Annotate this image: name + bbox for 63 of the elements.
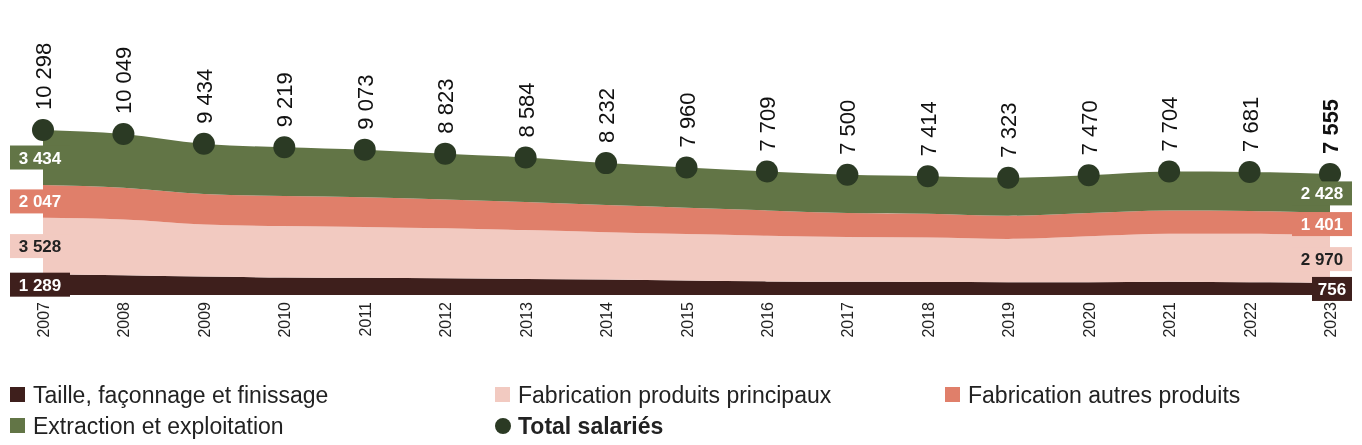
- data-label: 9 219: [272, 72, 298, 128]
- data-label: 8 823: [433, 78, 459, 134]
- data-label: 7 323: [996, 102, 1022, 158]
- x-tick-label: 2010: [276, 301, 294, 338]
- legend-label: Fabrication autres produits: [968, 382, 1241, 408]
- data-label: 2 047: [18, 192, 62, 212]
- data-label: 756: [1317, 279, 1347, 299]
- x-tick-label: 2007: [35, 301, 52, 338]
- point: [675, 156, 698, 179]
- x-tick-label: 2020: [1080, 301, 1098, 338]
- x-tick-label: 2018: [919, 301, 937, 338]
- point: [1238, 160, 1261, 183]
- data-label: 7 960: [674, 92, 700, 148]
- point: [192, 132, 215, 155]
- x-tick-label: 2013: [517, 301, 535, 338]
- x-tick-label: 2021: [1161, 301, 1179, 338]
- point: [273, 136, 296, 159]
- data-label: 1 289: [18, 275, 62, 295]
- point: [353, 138, 376, 161]
- data-label: 7 470: [1076, 100, 1102, 156]
- x-tick-label: 2023: [1322, 301, 1339, 338]
- x-tick-label: 2017: [839, 301, 857, 338]
- data-label: 2 970: [1300, 250, 1344, 270]
- point: [755, 160, 778, 183]
- point: [916, 165, 939, 188]
- data-label: 8 232: [594, 88, 620, 144]
- data-label: 10 298: [31, 42, 56, 110]
- legend-label: Extraction et exploitation: [33, 413, 284, 439]
- data-label: 7 709: [754, 96, 780, 152]
- x-tick-label: 2011: [356, 301, 374, 337]
- point: [434, 142, 457, 165]
- point: [595, 152, 618, 175]
- data-label: 9 073: [352, 74, 378, 130]
- point: [997, 166, 1020, 189]
- x-tick-label: 2022: [1241, 301, 1259, 338]
- x-tick-label: 2008: [115, 301, 133, 338]
- data-label: 7 704: [1157, 96, 1183, 152]
- x-tick-label: 2015: [678, 301, 696, 338]
- legend-label: Total salariés: [518, 413, 664, 439]
- data-label: 3 434: [18, 148, 62, 168]
- data-label: 7 555: [1318, 98, 1343, 154]
- data-label: 7 500: [835, 99, 861, 155]
- data-label: 10 049: [111, 46, 137, 114]
- point: [1077, 164, 1100, 187]
- data-label: 2 428: [1300, 184, 1344, 204]
- data-label: 8 584: [513, 82, 539, 138]
- x-tick-label: 2019: [1000, 301, 1018, 338]
- x-tick-label: 2012: [437, 301, 455, 338]
- data-label: 3 528: [18, 237, 62, 257]
- legend-label: Fabrication produits principaux: [518, 382, 832, 408]
- data-label: 1 401: [1300, 215, 1344, 235]
- x-tick-label: 2009: [195, 301, 213, 338]
- point: [836, 163, 859, 186]
- data-label: 9 434: [191, 68, 217, 124]
- x-tick-label: 2016: [758, 301, 776, 338]
- point: [112, 123, 135, 145]
- point: [1158, 160, 1181, 183]
- x-tick-label: 2014: [598, 301, 616, 338]
- point: [32, 119, 54, 141]
- legend-label: Taille, façonnage et finissage: [33, 382, 329, 408]
- data-label: 7 414: [915, 101, 941, 157]
- point: [514, 146, 537, 169]
- data-label: 7 681: [1237, 96, 1263, 152]
